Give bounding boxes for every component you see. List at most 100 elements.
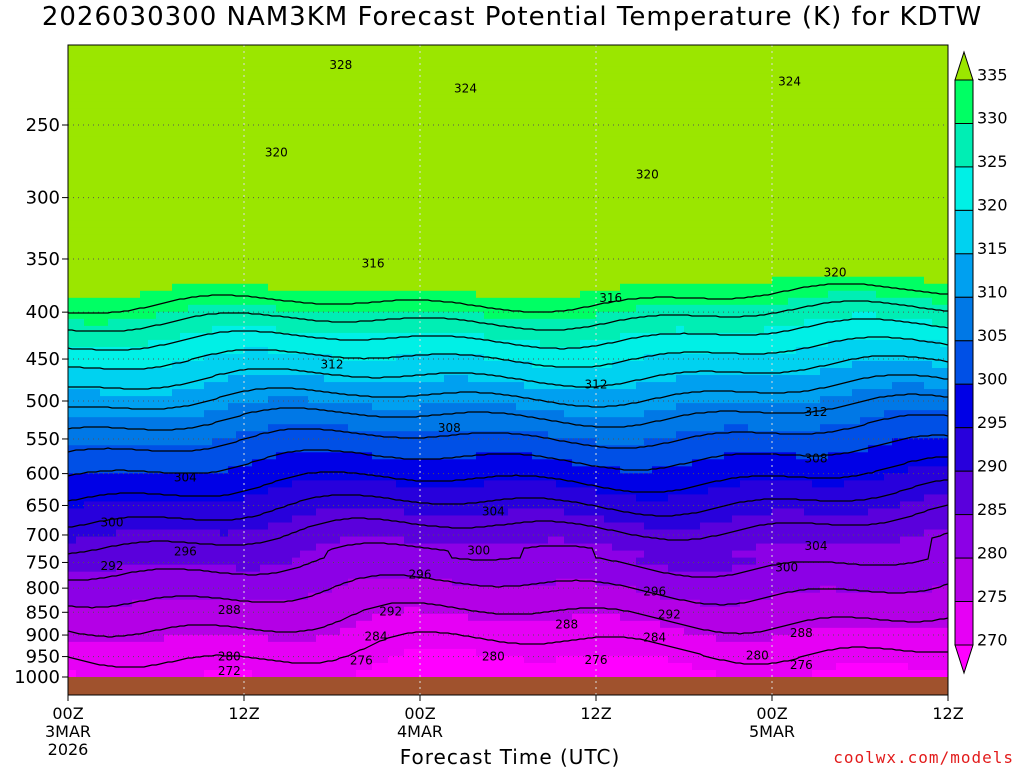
band-cell (284, 129, 293, 137)
band-cell (492, 297, 501, 306)
band-cell (180, 199, 189, 208)
band-cell (460, 234, 469, 243)
band-cell (100, 283, 109, 292)
band-cell (228, 332, 237, 341)
band-cell (148, 122, 157, 130)
band-cell (228, 620, 237, 629)
band-cell (108, 325, 117, 334)
band-cell (348, 304, 357, 313)
band-cell (100, 410, 109, 418)
band-cell (252, 87, 261, 95)
band-cell (340, 108, 349, 116)
band-cell (244, 368, 253, 376)
band-cell (68, 164, 77, 172)
band-cell (332, 459, 341, 467)
band-cell (252, 452, 261, 460)
band-cell (324, 234, 333, 243)
band-cell (244, 346, 253, 355)
band-cell (380, 487, 389, 496)
band-cell (484, 396, 493, 404)
band-cell (180, 543, 189, 552)
band-cell (492, 262, 501, 271)
band-cell (292, 311, 301, 320)
band-cell (372, 620, 381, 629)
band-cell (380, 368, 389, 376)
band-cell (388, 494, 397, 503)
band-cell (212, 501, 221, 510)
band-cell (140, 494, 149, 503)
band-cell (220, 480, 229, 488)
band-cell (308, 473, 317, 481)
band-cell (420, 192, 429, 201)
band-cell (420, 389, 429, 397)
band-cell (364, 283, 373, 292)
band-cell (364, 459, 373, 467)
band-cell (164, 494, 173, 503)
band-cell (252, 66, 261, 74)
band-cell (388, 480, 397, 488)
band-cell (148, 599, 157, 608)
band-cell (492, 480, 501, 488)
band-cell (84, 220, 93, 229)
band-cell (412, 122, 421, 130)
band-cell (172, 269, 181, 278)
band-cell (404, 445, 413, 453)
band-cell (476, 171, 485, 180)
band-cell (284, 318, 293, 327)
band-cell (260, 332, 269, 341)
band-cell (500, 101, 509, 109)
band-cell (156, 543, 165, 552)
band-cell (388, 473, 397, 481)
band-cell (404, 487, 413, 496)
band-cell (220, 641, 229, 650)
band-cell (108, 80, 117, 88)
band-cell (308, 269, 317, 278)
band-cell (212, 627, 221, 636)
band-cell (212, 178, 221, 187)
band-cell (292, 445, 301, 453)
band-cell (252, 599, 261, 608)
band-cell (468, 262, 477, 271)
band-cell (68, 620, 77, 629)
band-cell (84, 150, 93, 158)
band-cell (492, 73, 501, 81)
band-cell (324, 361, 333, 369)
band-cell (268, 220, 277, 229)
band-cell (172, 325, 181, 334)
band-cell (252, 620, 261, 629)
band-cell (276, 325, 285, 334)
band-cell (316, 213, 325, 222)
band-cell (228, 80, 237, 88)
band-cell (92, 627, 101, 636)
band-cell (148, 353, 157, 362)
band-cell (284, 466, 293, 474)
band-cell (148, 220, 157, 229)
band-cell (284, 59, 293, 67)
band-cell (276, 115, 285, 123)
band-cell (412, 487, 421, 496)
band-cell (252, 522, 261, 531)
band-cell (100, 199, 109, 208)
band-cell (116, 52, 125, 60)
band-cell (300, 578, 309, 587)
band-cell (68, 641, 77, 650)
band-cell (380, 171, 389, 180)
band-cell (172, 318, 181, 327)
band-cell (404, 59, 413, 67)
band-cell (164, 94, 173, 102)
band-cell (260, 353, 269, 362)
band-cell (164, 634, 173, 643)
band-cell (204, 438, 213, 446)
band-cell (508, 73, 517, 81)
band-cell (492, 515, 501, 524)
band-cell (356, 129, 365, 137)
band-cell (92, 353, 101, 362)
band-cell (244, 592, 253, 601)
band-cell (404, 45, 413, 53)
band-cell (396, 73, 405, 81)
band-cell (172, 220, 181, 229)
band-cell (172, 571, 181, 580)
band-cell (68, 515, 77, 524)
band-cell (132, 108, 141, 116)
band-cell (212, 389, 221, 397)
